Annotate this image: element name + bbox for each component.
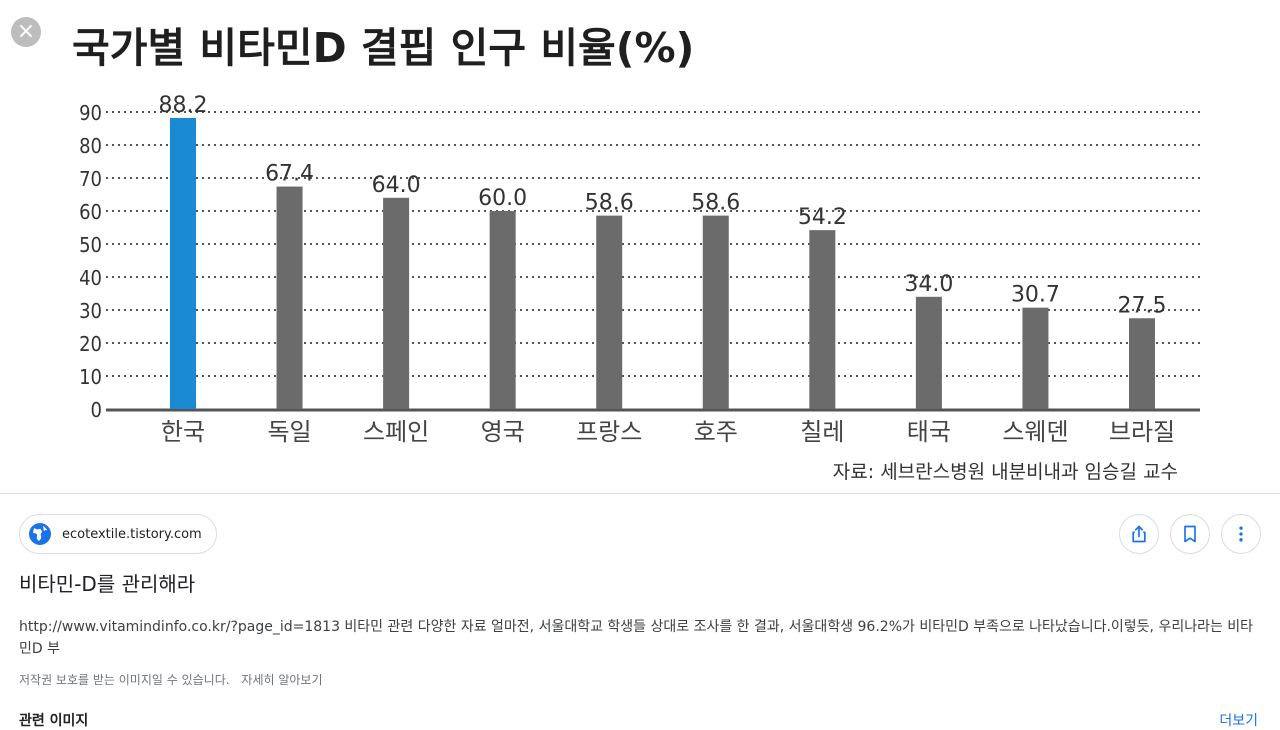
- globe-icon: [29, 523, 51, 545]
- bar: [702, 215, 729, 409]
- bar: [276, 186, 303, 409]
- divider: [0, 493, 1280, 494]
- chart-labels: 0 10 20 30 40 50 60 70 80 90 88.2 한국 67.4 독일 64.0 스페인 60…: [79, 93, 1175, 446]
- x-tick-label: 칠레: [800, 418, 844, 446]
- learn-more-link[interactable]: 자세히 알아보기: [241, 673, 323, 687]
- x-tick-label: 한국: [161, 418, 205, 446]
- data-label: 54.2: [798, 205, 847, 230]
- x-tick-label: 독일: [267, 418, 311, 446]
- data-label: 34.0: [904, 272, 953, 297]
- data-label: 27.5: [1118, 293, 1167, 318]
- chart-source: 자료: 세브란스병원 내분비내과 임승길 교수: [833, 461, 1178, 483]
- y-tick-label: 80: [79, 134, 102, 158]
- data-label: 64.0: [372, 173, 421, 198]
- x-tick-label: 스페인: [363, 418, 429, 446]
- copyright-text: 저작권 보호를 받는 이미지일 수 있습니다.: [19, 673, 230, 687]
- copyright-notice: 저작권 보호를 받는 이미지일 수 있습니다. 자세히 알아보기: [19, 671, 323, 688]
- result-title[interactable]: 비타민-D를 관리해라: [19, 572, 196, 596]
- y-tick-label: 60: [79, 200, 102, 224]
- data-label: 58.6: [691, 191, 740, 216]
- data-label: 30.7: [1011, 283, 1060, 308]
- share-button[interactable]: [1119, 514, 1159, 554]
- image-viewer: × 국가별 비타민D 결핍 인구 비율(%) 0 10 20 30 40 50 60 70 80…: [11, 17, 1200, 483]
- see-more-link[interactable]: 더보기: [1219, 713, 1258, 729]
- y-tick-label: 90: [79, 101, 102, 125]
- x-tick-label: 프랑스: [576, 418, 642, 446]
- y-tick-label: 20: [79, 332, 102, 356]
- bar: [915, 296, 942, 409]
- data-label: 67.4: [265, 162, 314, 187]
- bar: [383, 197, 410, 409]
- bar: [170, 117, 196, 409]
- site-chip[interactable]: ecotextile.tistory.com: [19, 514, 217, 554]
- x-tick-label: 영국: [481, 418, 525, 446]
- close-icon: ×: [16, 19, 36, 44]
- y-tick-label: 30: [79, 299, 102, 323]
- x-tick-label: 브라질: [1109, 418, 1175, 446]
- y-tick-label: 40: [79, 266, 102, 290]
- bookmark-icon: [1184, 525, 1196, 543]
- result-snippet: http://www.vitamindinfo.co.kr/?page_id=1…: [19, 619, 1254, 657]
- bar: [596, 215, 623, 409]
- bar: [1022, 307, 1049, 409]
- x-tick-label: 호주: [694, 418, 738, 446]
- site-name: ecotextile.tistory.com: [62, 526, 202, 542]
- bar-chart: 국가별 비타민D 결핍 인구 비율(%) 0 10 20 30 40 50 60 70 80 90…: [72, 24, 1200, 483]
- chart-bars: [170, 117, 1155, 409]
- bar: [489, 211, 516, 409]
- y-tick-label: 70: [79, 167, 102, 191]
- x-tick-label: 스웨덴: [1002, 418, 1068, 446]
- more-options-button[interactable]: [1221, 514, 1261, 554]
- related-images-heading: 관련 이미지: [19, 713, 89, 729]
- y-tick-label: 50: [79, 233, 102, 257]
- y-tick-label: 0: [91, 398, 102, 422]
- bar: [1129, 318, 1155, 409]
- chart-grid: [106, 111, 1200, 412]
- bookmark-button[interactable]: [1170, 514, 1210, 554]
- bar: [809, 230, 836, 409]
- data-label: 88.2: [159, 93, 208, 118]
- data-label: 58.6: [585, 191, 634, 216]
- x-tick-label: 태국: [907, 418, 951, 446]
- close-button[interactable]: ×: [11, 17, 41, 47]
- y-tick-label: 10: [79, 365, 102, 389]
- share-icon: [1132, 525, 1146, 543]
- more-vert-icon: [1239, 526, 1243, 542]
- chart-title: 국가별 비타민D 결핍 인구 비율(%): [72, 24, 694, 72]
- data-label: 60.0: [478, 186, 527, 211]
